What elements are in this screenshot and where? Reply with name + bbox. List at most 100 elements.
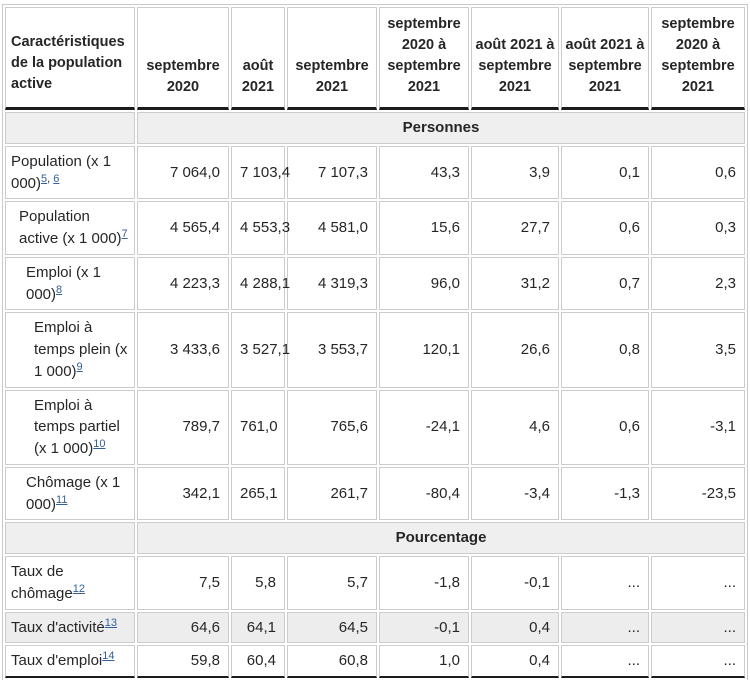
labour-force-characteristics-table: Caractéristiques de la population active… — [2, 4, 748, 680]
row-label-cell: Population (x 1 000)5, 6 — [5, 145, 135, 200]
footnote-link[interactable]: 12 — [72, 582, 85, 595]
footnote-link[interactable]: 6 — [53, 172, 60, 185]
value-cell: -1,3 — [561, 466, 649, 521]
row-label-text: Chômage (x 1 000) — [26, 473, 121, 513]
value-cell: 342,1 — [137, 466, 229, 521]
column-header-septembre-2021: septembre 2021 — [287, 7, 377, 111]
footnote-link[interactable]: 9 — [76, 360, 83, 373]
value-cell: 4,6 — [471, 389, 559, 465]
value-cell: 0,8 — [561, 312, 649, 388]
footnote-link[interactable]: 5 — [41, 172, 48, 185]
table-row: Emploi à temps partiel (x 1 000)10 789,7 7… — [5, 389, 745, 465]
value-cell: ... — [561, 645, 649, 679]
value-cell: 0,6 — [561, 389, 649, 465]
value-cell: 789,7 — [137, 389, 229, 465]
value-cell: 0,6 — [651, 145, 745, 200]
value-cell: 265,1 — [231, 466, 285, 521]
value-cell: 2,3 — [651, 256, 745, 311]
row-label-cell: Taux d'activité13 — [5, 611, 135, 644]
row-stub-header: Caractéristiques de la population active — [5, 7, 135, 111]
value-cell: 0,7 — [561, 256, 649, 311]
footnote-separator: , — [47, 172, 54, 185]
table-row: Taux d'emploi14 59,8 60,4 60,8 1,0 0,4...... — [5, 645, 745, 679]
value-cell: -0,1 — [379, 611, 469, 644]
value-cell: -3,4 — [471, 466, 559, 521]
row-label-text: Taux d'emploi — [11, 652, 103, 670]
footnote-link[interactable]: 10 — [93, 438, 106, 451]
value-cell: ... — [561, 556, 649, 610]
footnote-superscript: 7 — [122, 228, 128, 240]
footnote-link[interactable]: 13 — [104, 616, 117, 629]
value-cell: 7 107,3 — [287, 145, 377, 200]
band-empty-cell — [5, 112, 135, 144]
table-row: Taux d'activité13 64,6 64,1 64,5 -0,1 0,4....… — [5, 611, 745, 644]
row-label-text: Emploi à temps partiel (x 1 000) — [34, 396, 120, 458]
value-cell: ... — [651, 645, 745, 679]
value-cell: -0,1 — [471, 556, 559, 610]
value-cell: 0,6 — [561, 201, 649, 255]
value-cell: 7,5 — [137, 556, 229, 610]
value-cell: 64,6 — [137, 611, 229, 644]
value-cell: 3 527,1 — [231, 312, 290, 388]
value-cell: -24,1 — [379, 389, 469, 465]
section-band-title: Personnes — [137, 112, 745, 144]
value-cell: 0,4 — [471, 611, 559, 644]
value-cell: ... — [651, 611, 745, 644]
row-label-text: Taux de chômage — [11, 563, 73, 602]
value-cell: 4 319,3 — [287, 256, 377, 311]
value-cell: 0,3 — [651, 201, 745, 255]
value-cell: 761,0 — [231, 389, 285, 465]
value-cell: 64,5 — [287, 611, 377, 644]
section-band-title: Pourcentage — [137, 522, 745, 555]
footnote-superscript: 13 — [105, 617, 117, 629]
value-cell: 4 288,1 — [231, 256, 290, 311]
value-cell: 120,1 — [379, 312, 469, 388]
column-header-septembre-2020: septembre 2020 — [137, 7, 229, 111]
value-cell: ... — [651, 556, 745, 610]
value-cell: -23,5 — [651, 466, 745, 521]
value-cell: 60,8 — [287, 645, 377, 679]
row-label-text: Emploi à temps plein (x 1 000) — [34, 319, 128, 380]
value-cell: -3,1 — [651, 389, 745, 465]
value-cell: 1,0 — [379, 645, 469, 679]
value-cell: 26,6 — [471, 312, 559, 388]
column-header-aout-2021: août 2021 — [231, 7, 285, 111]
value-cell: -1,8 — [379, 556, 469, 610]
value-cell: 0,1 — [561, 145, 649, 200]
column-header-variation-sep2020-sep2021-pct: septembre 2020 à septembre 2021 — [651, 7, 745, 111]
value-cell: 31,2 — [471, 256, 559, 311]
row-label-text: Taux d'activité — [11, 618, 105, 636]
footnote-superscript: 12 — [73, 583, 85, 595]
value-cell: ... — [561, 611, 649, 644]
value-cell: 43,3 — [379, 145, 469, 200]
row-label-cell: Emploi à temps plein (x 1 000)9 — [5, 312, 135, 388]
value-cell: 0,4 — [471, 645, 559, 679]
value-cell: 3,9 — [471, 145, 559, 200]
header-row: Caractéristiques de la population active… — [5, 7, 745, 111]
value-cell: 59,8 — [137, 645, 229, 679]
footnote-link[interactable]: 8 — [56, 283, 63, 296]
table-row: Chômage (x 1 000)11 342,1 265,1 261,7 -80,4-… — [5, 466, 745, 521]
footnote-link[interactable]: 14 — [102, 650, 115, 663]
value-cell: 3 553,7 — [287, 312, 377, 388]
value-cell: 3,5 — [651, 312, 745, 388]
column-header-variation-aout2021-sep2021-pct: août 2021 à septembre 2021 — [561, 7, 649, 111]
value-cell: 7 064,0 — [137, 145, 229, 200]
value-cell: 4 553,3 — [231, 201, 290, 255]
value-cell: 15,6 — [379, 201, 469, 255]
section-band-row: Personnes — [5, 112, 745, 144]
row-label-text: Emploi (x 1 000) — [26, 263, 102, 303]
row-label-cell: Emploi (x 1 000)8 — [5, 256, 135, 311]
value-cell: 4 223,3 — [137, 256, 229, 311]
footnote-superscript: 10 — [93, 438, 105, 450]
column-header-variation-aout2021-sep2021-personnes: août 2021 à septembre 2021 — [471, 7, 559, 111]
value-cell: 3 433,6 — [137, 312, 229, 388]
footnote-link[interactable]: 11 — [56, 493, 68, 506]
value-cell: 5,7 — [287, 556, 377, 610]
table-row: Emploi (x 1 000)8 4 223,3 4 288,1 4 319,3 96… — [5, 256, 745, 311]
value-cell: 96,0 — [379, 256, 469, 311]
footnote-link[interactable]: 7 — [121, 228, 128, 241]
row-label-cell: Taux de chômage12 — [5, 556, 135, 610]
